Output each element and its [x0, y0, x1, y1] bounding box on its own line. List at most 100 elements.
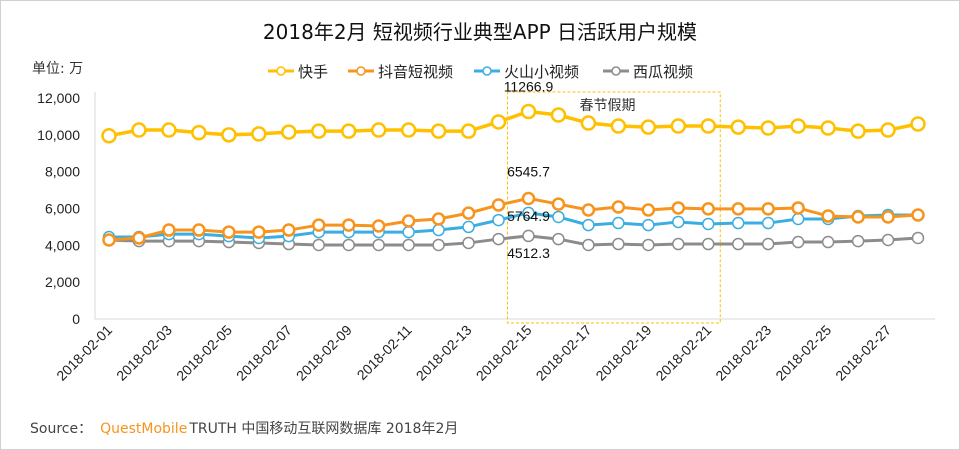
data-point — [370, 122, 387, 138]
data-point — [581, 203, 596, 217]
legend-label: 西瓜视频 — [633, 64, 693, 81]
data-label: 6545.7 — [507, 163, 550, 179]
series-line-2 — [108, 196, 919, 242]
x-tick-label: 2018-02-07 — [233, 322, 295, 384]
source-text: TRUTH 中国移动互联网数据库 2018年2月 — [189, 421, 459, 437]
y-tick-label: 10,000 — [37, 127, 80, 143]
chart-title: 2018年2月 短视频行业典型APP 日活跃用户规模 — [262, 20, 698, 44]
data-point — [642, 218, 655, 232]
data-point — [910, 116, 926, 132]
data-point — [850, 123, 866, 139]
data-point — [820, 120, 836, 136]
data-point — [251, 126, 267, 142]
legend-label: 快手 — [298, 64, 328, 81]
x-tick-label: 2018-02-17 — [533, 322, 595, 384]
data-point — [101, 128, 117, 144]
data-point — [131, 122, 147, 138]
data-point — [522, 229, 535, 243]
data-point — [821, 235, 835, 249]
holiday-highlight-box — [506, 91, 721, 324]
data-point — [790, 118, 806, 134]
data-point — [760, 120, 776, 136]
data-point — [671, 201, 686, 215]
data-point — [731, 237, 745, 251]
data-point — [281, 124, 297, 140]
data-point — [612, 237, 625, 251]
data-point — [401, 214, 416, 228]
legend-marker-icon — [356, 66, 366, 76]
data-point — [880, 122, 896, 138]
data-point — [610, 118, 627, 134]
data-point — [132, 231, 146, 245]
data-point — [552, 210, 565, 224]
data-point — [642, 238, 655, 252]
data-point — [731, 216, 745, 230]
data-point — [522, 206, 535, 220]
data-point — [191, 124, 207, 141]
data-point — [282, 223, 296, 237]
data-point — [431, 212, 446, 226]
data-point — [761, 237, 775, 251]
data-point — [490, 114, 507, 130]
data-point — [702, 217, 715, 231]
x-tick-label: 2018-02-01 — [53, 322, 115, 384]
y-tick-label: 4,000 — [45, 237, 80, 253]
data-label: 4512.3 — [507, 245, 550, 261]
data-point — [462, 236, 475, 250]
data-point — [702, 237, 715, 251]
data-point — [432, 223, 445, 237]
data-point — [340, 123, 357, 139]
source-note: Source： QuestMobile TRUTH 中国移动互联网数据库 2018年… — [30, 418, 458, 438]
holiday-label: 春节假期 — [579, 97, 635, 113]
data-point — [612, 216, 625, 230]
unit-label: 单位: 万 — [32, 61, 84, 77]
x-tick-label: 2018-02-27 — [832, 322, 894, 384]
data-point — [222, 225, 236, 239]
data-point — [432, 238, 445, 252]
source-brand: QuestMobile — [100, 421, 188, 437]
data-point — [341, 218, 356, 232]
data-point — [161, 122, 177, 138]
data-point — [640, 119, 657, 135]
source-prefix: Source： — [30, 421, 93, 437]
data-point — [492, 213, 505, 227]
series-line-3 — [109, 211, 918, 240]
data-point — [582, 218, 595, 232]
data-point — [372, 238, 385, 252]
y-tick-label: 8,000 — [45, 164, 80, 180]
data-point — [791, 235, 805, 249]
data-point — [430, 123, 447, 139]
data-point — [102, 233, 116, 247]
data-point — [461, 206, 476, 220]
x-tick-label: 2018-02-15 — [473, 322, 535, 384]
y-tick-label: 0 — [72, 311, 80, 327]
y-tick-label: 12,000 — [37, 90, 80, 106]
data-point — [342, 238, 355, 252]
data-label: 5764.9 — [507, 208, 550, 224]
data-point — [881, 210, 895, 224]
data-point — [462, 220, 475, 234]
data-point — [550, 107, 567, 123]
data-point — [311, 218, 326, 232]
data-point — [402, 238, 415, 252]
x-tick-label: 2018-02-21 — [652, 322, 714, 384]
data-point — [402, 225, 415, 239]
data-point — [881, 233, 895, 247]
legend-marker-icon — [611, 66, 621, 76]
y-tick-label: 2,000 — [45, 274, 80, 290]
data-point — [551, 197, 566, 211]
data-point — [252, 225, 266, 239]
legend-marker-icon — [276, 66, 286, 76]
data-point — [851, 234, 865, 248]
x-tick-label: 2018-02-13 — [413, 322, 475, 384]
data-point — [670, 118, 687, 134]
legend-marker-icon — [482, 66, 492, 76]
legend-label: 火山小视频 — [504, 64, 579, 81]
x-tick-label: 2018-02-05 — [173, 322, 235, 384]
data-point — [791, 201, 805, 215]
data-point — [310, 123, 327, 139]
series-line-4 — [108, 234, 919, 247]
data-point — [520, 103, 537, 120]
x-tick-label: 2018-02-11 — [354, 322, 415, 383]
